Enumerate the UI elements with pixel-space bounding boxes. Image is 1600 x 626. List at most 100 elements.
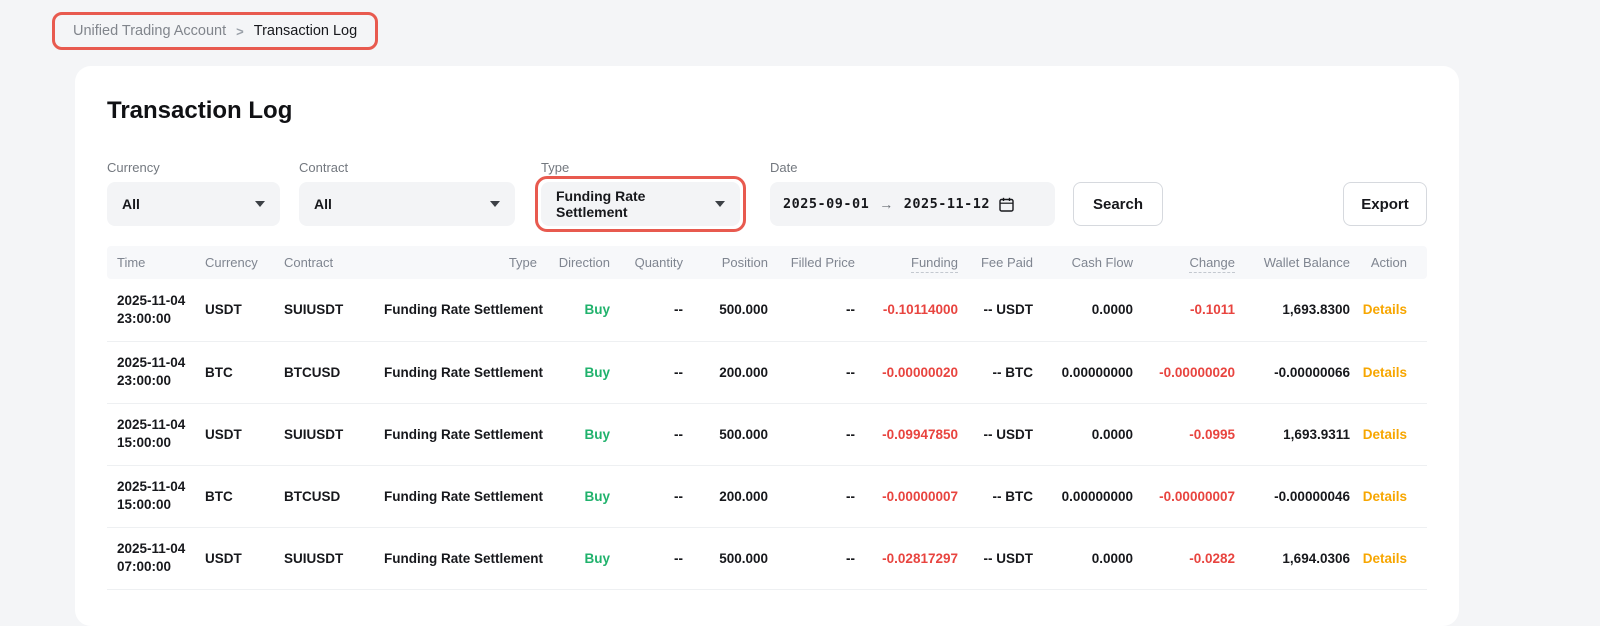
export-button[interactable]: Export — [1343, 182, 1427, 226]
breadcrumb-unified-trading-account[interactable]: Unified Trading Account — [73, 23, 227, 39]
details-link[interactable]: Details — [1362, 426, 1407, 442]
currency-dropdown-value: All — [122, 196, 140, 212]
table-header-row: Time Currency Contract Type Direction Qu… — [107, 246, 1427, 279]
cell-funding: -0.02817297 — [882, 550, 958, 566]
type-dropdown[interactable]: Funding Rate Settlement — [535, 176, 746, 232]
cell-funding: -0.09947850 — [882, 426, 958, 442]
chevron-down-icon — [715, 201, 725, 207]
cell-change: -0.00000007 — [1159, 488, 1235, 504]
currency-dropdown[interactable]: All — [107, 182, 280, 226]
breadcrumb-highlight: Unified Trading Account > Transaction Lo… — [52, 12, 379, 50]
cell-direction: Buy — [584, 302, 610, 318]
col-type: Type — [508, 255, 537, 270]
cell-time: 2025-11-04 15:00:00 — [117, 479, 186, 512]
contract-dropdown[interactable]: All — [299, 182, 515, 226]
cell-filled-price: -- — [846, 426, 855, 442]
cell-direction: Buy — [584, 426, 610, 442]
date-range-arrow-icon: → — [879, 196, 894, 212]
col-funding[interactable]: Funding — [855, 246, 958, 279]
transaction-log-card: Transaction Log Currency All Contract Al… — [75, 66, 1459, 626]
filters-bar: Currency All Contract All Type Funding R… — [107, 160, 1427, 232]
currency-filter-group: Currency All — [107, 160, 280, 226]
cell-position: 500.000 — [719, 550, 768, 566]
cell-contract: SUIUSDT — [284, 426, 344, 442]
col-wallet-balance: Wallet Balance — [1263, 255, 1350, 270]
col-position: Position — [721, 255, 768, 270]
cell-cash-flow: 0.0000 — [1091, 550, 1133, 566]
col-action: Action — [1370, 255, 1407, 270]
col-filled-price: Filled Price — [790, 255, 855, 270]
table-row: 2025-11-04 15:00:00 USDT SUIUSDT Funding… — [107, 403, 1427, 465]
cell-type: Funding Rate Settlement — [384, 488, 544, 504]
cell-contract: BTCUSD — [284, 364, 341, 380]
cell-currency: USDT — [205, 302, 242, 318]
chevron-down-icon — [255, 201, 265, 207]
table-row: 2025-11-04 23:00:00 USDT SUIUSDT Funding… — [107, 279, 1427, 341]
details-link[interactable]: Details — [1362, 302, 1407, 318]
cell-funding: -0.00000007 — [882, 488, 958, 504]
cell-direction: Buy — [584, 550, 610, 566]
col-fee-paid: Fee Paid — [980, 255, 1033, 270]
currency-filter-label: Currency — [107, 160, 160, 175]
cell-funding: -0.10114000 — [882, 302, 958, 318]
details-link[interactable]: Details — [1362, 488, 1407, 504]
details-link[interactable]: Details — [1362, 364, 1407, 380]
cell-wallet-balance: 1,693.8300 — [1282, 302, 1350, 318]
col-currency: Currency — [205, 255, 258, 270]
cell-type: Funding Rate Settlement — [384, 302, 544, 318]
cell-type: Funding Rate Settlement — [384, 550, 544, 566]
date-range-picker[interactable]: 2025-09-01 → 2025-11-12 — [770, 182, 1055, 226]
cell-currency: USDT — [205, 426, 242, 442]
cell-type: Funding Rate Settlement — [384, 364, 544, 380]
cell-cash-flow: 0.0000 — [1091, 426, 1133, 442]
details-link[interactable]: Details — [1362, 550, 1407, 566]
contract-filter-group: Contract All — [299, 160, 515, 226]
cell-wallet-balance: 1,694.0306 — [1282, 550, 1350, 566]
cell-wallet-balance: -0.00000046 — [1274, 488, 1350, 504]
type-filter-label: Type — [541, 160, 570, 175]
cell-position: 500.000 — [719, 426, 768, 442]
cell-cash-flow: 0.0000 — [1091, 302, 1133, 318]
col-quantity: Quantity — [634, 255, 683, 270]
cell-contract: SUIUSDT — [284, 550, 344, 566]
col-change[interactable]: Change — [1133, 246, 1235, 279]
col-time: Time — [117, 255, 146, 270]
calendar-icon[interactable] — [998, 196, 1015, 213]
cell-change: -0.0282 — [1189, 550, 1235, 566]
table-row: 2025-11-04 23:00:00 BTC BTCUSD Funding R… — [107, 341, 1427, 403]
cell-contract: SUIUSDT — [284, 302, 344, 318]
table-row: 2025-11-04 15:00:00 BTC BTCUSD Funding R… — [107, 465, 1427, 527]
cell-time: 2025-11-04 07:00:00 — [117, 541, 186, 574]
cell-filled-price: -- — [846, 550, 855, 566]
cell-wallet-balance: 1,693.9311 — [1283, 426, 1350, 442]
date-end-value[interactable]: 2025-11-12 — [903, 196, 991, 212]
cell-position: 500.000 — [719, 302, 768, 318]
date-filter-label: Date — [770, 160, 798, 175]
cell-quantity: -- — [674, 426, 683, 442]
cell-time: 2025-11-04 23:00:00 — [117, 292, 186, 326]
date-start-value[interactable]: 2025-09-01 — [783, 196, 870, 212]
transaction-table: Time Currency Contract Type Direction Qu… — [107, 246, 1427, 590]
cell-cash-flow: 0.00000000 — [1061, 488, 1133, 504]
cell-fee-paid: -- USDT — [983, 302, 1034, 318]
cell-currency: BTC — [205, 364, 233, 380]
cell-fee-paid: -- USDT — [983, 550, 1034, 566]
cell-cash-flow: 0.00000000 — [1061, 364, 1133, 380]
type-dropdown-value: Funding Rate Settlement — [556, 188, 646, 220]
table-row: 2025-11-04 07:00:00 USDT SUIUSDT Funding… — [107, 527, 1427, 589]
cell-fee-paid: -- BTC — [992, 364, 1034, 380]
breadcrumb-transaction-log: Transaction Log — [253, 23, 358, 39]
search-button[interactable]: Search — [1073, 182, 1163, 226]
cell-quantity: -- — [674, 302, 683, 318]
contract-filter-label: Contract — [299, 160, 349, 175]
breadcrumb-separator: > — [236, 23, 244, 39]
date-filter-group: Date 2025-09-01 → 2025-11-12 — [770, 160, 1055, 226]
cell-fee-paid: -- USDT — [983, 426, 1034, 442]
cell-filled-price: -- — [846, 302, 855, 318]
col-cash-flow: Cash Flow — [1071, 255, 1133, 270]
type-filter-group: Type Funding Rate Settlement — [535, 160, 746, 232]
cell-direction: Buy — [584, 364, 610, 380]
cell-currency: BTC — [205, 488, 233, 504]
contract-dropdown-value: All — [314, 196, 332, 212]
col-direction: Direction — [558, 255, 610, 270]
